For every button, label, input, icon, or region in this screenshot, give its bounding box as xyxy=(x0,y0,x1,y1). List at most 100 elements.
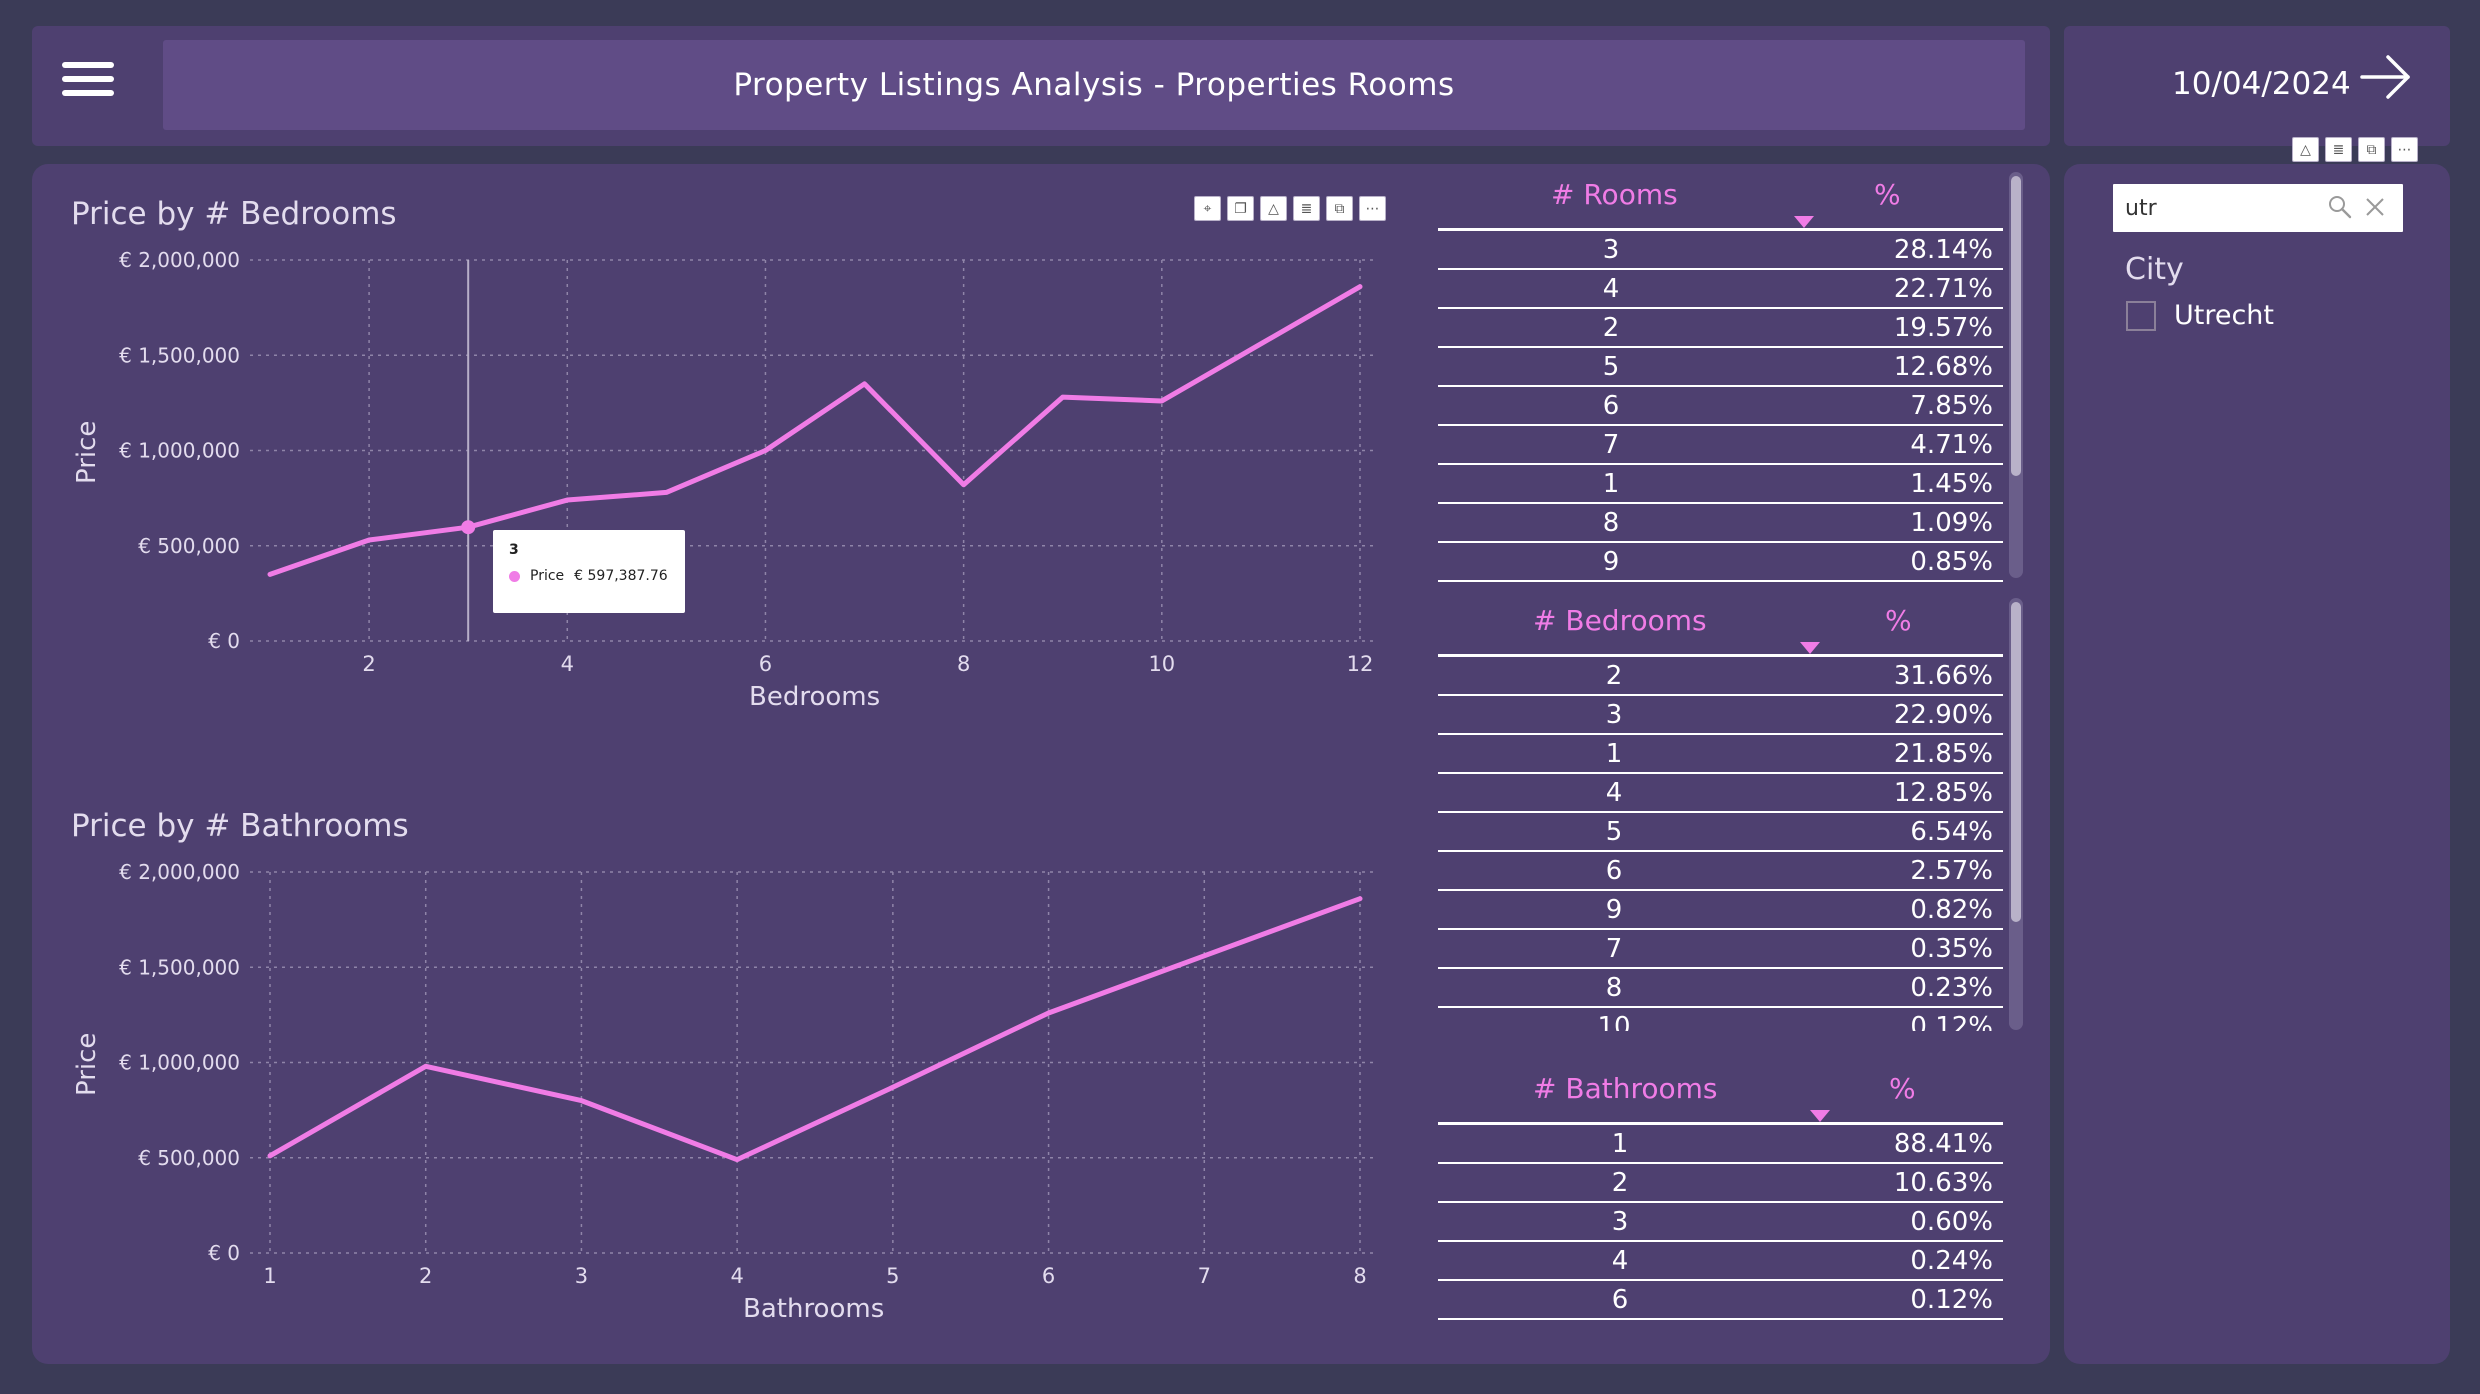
report-date: 10/04/2024 xyxy=(2172,66,2351,102)
visual-toolbar: ⌖ ❐ △ ≣ ⧉ ⋯ xyxy=(1194,196,1386,221)
table-cell-category: 8 xyxy=(1605,973,1623,1003)
y-tick-label: € 500,000 xyxy=(138,534,240,558)
search-input[interactable] xyxy=(2125,195,2325,221)
table-cell-category: 4 xyxy=(1605,778,1623,808)
table-row[interactable]: 2 31.66% xyxy=(1438,657,2003,696)
table-cell-percent: 0.85% xyxy=(1910,547,1993,577)
table-cell-percent: 88.41% xyxy=(1893,1129,1993,1159)
table-row[interactable]: 9 0.82% xyxy=(1438,891,2003,930)
table-row[interactable]: 1 88.41% xyxy=(1438,1125,2003,1164)
pin-icon[interactable]: ⌖ xyxy=(1194,196,1221,221)
table-row[interactable]: 7 4.71% xyxy=(1438,426,2003,465)
table-row[interactable]: 1 1.45% xyxy=(1438,465,2003,504)
table-cell-category: 7 xyxy=(1602,430,1620,460)
focus-mode-icon[interactable]: ⧉ xyxy=(1326,196,1353,221)
table-cell-percent: 7.85% xyxy=(1910,391,1993,421)
table-cell-category: 6 xyxy=(1602,391,1620,421)
slicer-panel xyxy=(2064,164,2450,1364)
close-icon[interactable] xyxy=(2364,196,2386,218)
table-row[interactable]: 8 1.09% xyxy=(1438,504,2003,543)
page-title: Property Listings Analysis - Properties … xyxy=(163,40,2025,130)
table-header: # Bedrooms % xyxy=(1438,596,2003,654)
sort-desc-icon[interactable] xyxy=(1810,1110,1830,1122)
scrollbar-thumb[interactable] xyxy=(2011,176,2021,476)
table-cell-percent: 10.63% xyxy=(1893,1168,1993,1198)
scrollbar-thumb[interactable] xyxy=(2011,602,2021,922)
bell-icon[interactable]: △ xyxy=(2292,137,2319,162)
table-row[interactable]: 7 0.35% xyxy=(1438,930,2003,969)
bedrooms-column-header[interactable]: # Bedrooms xyxy=(1533,604,1707,637)
table-row[interactable]: 3 22.90% xyxy=(1438,696,2003,735)
focus-mode-icon[interactable]: ⧉ xyxy=(2358,137,2385,162)
sort-desc-icon[interactable] xyxy=(1800,642,1820,654)
table-cell-category: 1 xyxy=(1602,469,1620,499)
table-row[interactable]: 10 0.12% xyxy=(1438,1008,2003,1031)
table-cell-percent: 31.66% xyxy=(1893,661,1993,691)
table-row[interactable]: 6 2.57% xyxy=(1438,852,2003,891)
table-cell-category: 8 xyxy=(1602,508,1620,538)
table-row[interactable]: 8 0.23% xyxy=(1438,969,2003,1008)
table-row[interactable]: 6 0.12% xyxy=(1438,1281,2003,1320)
table-row[interactable]: 3 28.14% xyxy=(1438,231,2003,270)
slicer-search-box[interactable] xyxy=(2113,184,2403,232)
table-cell-percent: 12.85% xyxy=(1893,778,1993,808)
bathrooms-column-header[interactable]: # Bathrooms xyxy=(1533,1072,1718,1105)
table-row[interactable]: 2 19.57% xyxy=(1438,309,2003,348)
bedrooms-table-scrollbar[interactable] xyxy=(2009,598,2023,1030)
rooms-column-header[interactable]: # Rooms xyxy=(1551,178,1678,211)
table-cell-percent: 19.57% xyxy=(1893,313,1993,343)
table-cell-percent: 0.60% xyxy=(1910,1207,1993,1237)
table-cell-percent: 0.35% xyxy=(1910,934,1993,964)
table-cell-category: 4 xyxy=(1602,274,1620,304)
table-row[interactable]: 4 22.71% xyxy=(1438,270,2003,309)
table-cell-percent: 0.24% xyxy=(1910,1246,1993,1276)
slicer-item-utrecht[interactable]: Utrecht xyxy=(2126,300,2274,331)
table-cell-category: 9 xyxy=(1602,547,1620,577)
search-icon[interactable] xyxy=(2327,194,2353,220)
bathrooms-table-rows: 1 88.41% 2 10.63% 3 0.60% 4 0.24% 6 0.12% xyxy=(1438,1125,2003,1330)
y-tick-label: € 0 xyxy=(208,1241,240,1265)
table-row[interactable]: 2 10.63% xyxy=(1438,1164,2003,1203)
y-tick-label: € 1,000,000 xyxy=(119,439,240,463)
y-tick-label: € 2,000,000 xyxy=(119,248,240,272)
sort-desc-icon[interactable] xyxy=(1794,216,1814,228)
table-cell-category: 7 xyxy=(1605,934,1623,964)
tooltip-category: 3 xyxy=(509,542,519,558)
percent-column-header[interactable]: % xyxy=(1885,604,1912,637)
filter-icon[interactable]: ≣ xyxy=(2325,137,2352,162)
table-cell-category: 1 xyxy=(1611,1129,1629,1159)
arrow-right-icon[interactable] xyxy=(2358,52,2414,102)
table-row[interactable]: 6 7.85% xyxy=(1438,387,2003,426)
table-row[interactable]: 5 12.68% xyxy=(1438,348,2003,387)
table-cell-percent: 12.68% xyxy=(1893,352,1993,382)
table-row[interactable]: 4 12.85% xyxy=(1438,774,2003,813)
table-row[interactable]: 1 21.85% xyxy=(1438,735,2003,774)
rooms-table-scrollbar[interactable] xyxy=(2009,172,2023,578)
x-tick-label: 4 xyxy=(730,1264,743,1288)
x-tick-label: 6 xyxy=(759,652,772,676)
more-options-icon[interactable]: ⋯ xyxy=(2391,137,2418,162)
more-options-icon[interactable]: ⋯ xyxy=(1359,196,1386,221)
table-cell-category: 9 xyxy=(1605,895,1623,925)
rooms-table-rows: 3 28.14% 4 22.71% 2 19.57% 5 12.68% 6 7.85% 7 4.71%… xyxy=(1438,231,2003,637)
table-row[interactable]: 4 0.24% xyxy=(1438,1242,2003,1281)
percent-column-header[interactable]: % xyxy=(1874,178,1901,211)
percent-column-header[interactable]: % xyxy=(1889,1072,1916,1105)
table-cell-percent: 28.14% xyxy=(1893,235,1993,265)
copy-icon[interactable]: ❐ xyxy=(1227,196,1254,221)
x-tick-label: 12 xyxy=(1347,652,1374,676)
table-row[interactable]: 5 6.54% xyxy=(1438,813,2003,852)
hamburger-menu-icon[interactable] xyxy=(62,62,114,102)
table-cell-category: 5 xyxy=(1605,817,1623,847)
table-row[interactable]: 9 0.85% xyxy=(1438,543,2003,582)
main-panel xyxy=(32,164,2050,1364)
bell-icon[interactable]: △ xyxy=(1260,196,1287,221)
table-row[interactable]: 3 0.60% xyxy=(1438,1203,2003,1242)
filter-icon[interactable]: ≣ xyxy=(1293,196,1320,221)
tooltip-value: € 597,387.76 xyxy=(574,568,668,584)
table-cell-percent: 2.57% xyxy=(1910,856,1993,886)
table-cell-category: 2 xyxy=(1611,1168,1629,1198)
checkbox[interactable] xyxy=(2126,300,2156,331)
